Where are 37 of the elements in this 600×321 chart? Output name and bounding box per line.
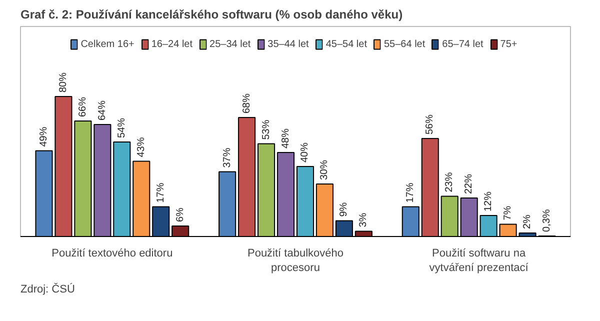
data-label: 9% xyxy=(338,202,350,217)
data-label: 17% xyxy=(405,182,416,203)
legend-label: 65–74 let xyxy=(442,38,484,50)
data-label: 66% xyxy=(77,96,88,117)
legend-label: 16–24 let xyxy=(151,38,193,50)
legend-label: 35–44 let xyxy=(268,38,309,50)
chart-title: Graf č. 2: Používání kancelářského softwaru (% osob daného věku) xyxy=(20,8,403,22)
data-label: 53% xyxy=(260,120,272,140)
data-label: 30% xyxy=(319,160,330,180)
data-label: 23% xyxy=(444,172,456,192)
data-label: 40% xyxy=(300,142,311,162)
x-tick-label: Použití tabulkového procesoru xyxy=(247,248,344,274)
data-label: 3% xyxy=(358,212,370,228)
legend-label: 75+ xyxy=(500,38,518,50)
data-label: 54% xyxy=(116,118,128,138)
legend-label: Celkem 16+ xyxy=(80,38,134,50)
data-label: 68% xyxy=(241,93,252,114)
data-label: 22% xyxy=(464,174,475,194)
data-label: 37% xyxy=(222,148,233,168)
data-label: 17% xyxy=(155,182,166,203)
x-tick-label: Použití textového editoru xyxy=(52,248,173,260)
data-label: 12% xyxy=(483,191,494,212)
legend-label: 55–64 let xyxy=(384,38,426,50)
data-label: 64% xyxy=(96,100,108,120)
data-label: 6% xyxy=(174,207,186,222)
data-label: 0,3% xyxy=(542,209,553,232)
data-label: 7% xyxy=(502,206,514,220)
data-label: 48% xyxy=(280,128,292,148)
data-label: 80% xyxy=(58,72,69,92)
data-label: 49% xyxy=(38,126,50,147)
legend-label: 45–54 let xyxy=(326,38,367,50)
data-label: 56% xyxy=(424,114,436,134)
legend-label: 25–34 let xyxy=(210,38,251,50)
text: Zdroj: ČSÚ xyxy=(20,282,75,296)
data-label: 2% xyxy=(522,214,534,229)
data-label: 43% xyxy=(136,137,147,158)
x-tick-label: Použití softwaru na vytváření prezentací xyxy=(429,248,530,274)
